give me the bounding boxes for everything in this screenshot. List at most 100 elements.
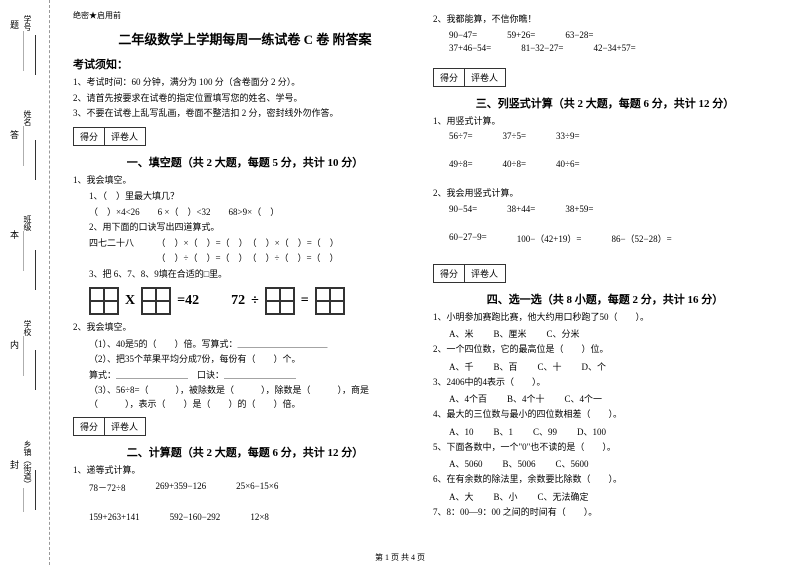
- binding-char: 内: [8, 340, 21, 349]
- choice-q1: 1、小明参加赛跑比赛，他大约用口秒跑了50（ ）。: [433, 311, 777, 325]
- score-cell: 得分: [74, 128, 105, 145]
- choice-q4: 4、最大的三位数与最小的四位数相差（ ）。: [433, 408, 777, 422]
- calc-expr: 12×8: [250, 512, 269, 522]
- sub-expr: （ ）÷（ ）=（ ） （ ）÷（ ）=（ ）: [89, 252, 417, 266]
- notice-item: 3、不要在试卷上乱写乱画，卷面不整洁扣 2 分，密封线外勿作答。: [73, 107, 417, 120]
- score-box: 得分 评卷人: [433, 264, 506, 283]
- calc-expr: 63−28=: [565, 30, 593, 40]
- options-row: A、大 B、小 C、无法确定: [449, 490, 777, 503]
- calc-expr: 269+359−126: [155, 481, 206, 494]
- sub-expr: 四七二十八 （ ）×（ ）=（ ） （ ）×（ ）=（ ）: [89, 237, 417, 251]
- options-row: A、米 B、厘米 C、分米: [449, 327, 777, 340]
- binding-line: [35, 35, 36, 75]
- secret-label: 绝密★启用前: [73, 10, 417, 21]
- binding-line: [35, 250, 36, 290]
- calc-expr: 60−27−9=: [449, 232, 487, 245]
- equals-op: =: [301, 293, 309, 309]
- option-c: C、5600: [556, 457, 589, 470]
- right-column: 2、我都能算，不信你瞧！ 90−47= 59+26= 63−28= 37+46−…: [425, 10, 785, 560]
- section-4-title: 四、选一选（共 8 小题，每题 2 分，共计 16 分）: [433, 291, 777, 307]
- reviewer-cell: 评卷人: [105, 128, 145, 145]
- option-b: B、小: [494, 490, 518, 503]
- sub-question: （2）、把35个苹果平均分成7份，每份有（ ）个。: [89, 353, 417, 367]
- sub-question: 1、（ ）里最大填几？: [89, 190, 417, 204]
- options-row: A、10 B、1 C、99 D、100: [449, 425, 777, 438]
- number-grid: [89, 287, 119, 315]
- option-a: A、千: [449, 360, 474, 373]
- vert-question-1: 1、用竖式计算。: [433, 115, 777, 129]
- sub-question: （3）、56÷8=（ ），被除数是（ ），除数是（ ），商是（ ），表示（ ）是…: [89, 384, 417, 411]
- section-2-title: 二、计算题（共 2 大题，每题 6 分，共计 12 分）: [73, 444, 417, 460]
- multiply-op: X: [125, 293, 135, 309]
- left-column: 绝密★启用前 二年级数学上学期每周一练试卷 C 卷 附答案 考试须知： 1、考试…: [65, 10, 425, 560]
- calc-expr: 37÷5=: [503, 131, 527, 141]
- box-expression: X =42 72 ÷ =: [89, 287, 417, 315]
- option-a: A、4个百: [449, 392, 487, 405]
- calc-expr: 56÷7=: [449, 131, 473, 141]
- option-a: A、大: [449, 490, 474, 503]
- calc-row: 56÷7= 37÷5= 33÷9=: [449, 131, 777, 141]
- exam-page: 学号＿＿＿＿＿ 题 姓名＿＿＿＿＿ 答 班级＿＿＿＿＿ 本 学校＿＿＿＿＿ 内 …: [0, 0, 800, 565]
- option-c: C、十: [538, 360, 562, 373]
- vert-question-2: 2、我会用竖式计算。: [433, 187, 777, 201]
- option-b: B、1: [494, 425, 514, 438]
- score-box: 得分 评卷人: [73, 417, 146, 436]
- page-footer: 第 1 页 共 4 页: [0, 552, 800, 563]
- choice-q6: 6、在有余数的除法里，余数要比除数（ ）。: [433, 473, 777, 487]
- question-1: 1、我会填空。: [73, 174, 417, 188]
- binding-line: [35, 350, 36, 390]
- calc-expr: 159+263+141: [89, 512, 140, 522]
- notice-title: 考试须知：: [73, 56, 417, 72]
- option-b: B、百: [494, 360, 518, 373]
- calc-row: 37+46−54= 81−32−27= 42−34+57=: [449, 43, 777, 53]
- sub-question: 算式：＿＿＿＿＿＿＿＿ 口诀：＿＿＿＿＿＿＿＿: [89, 369, 417, 383]
- options-row: A、5060 B、5006 C、5600: [449, 457, 777, 470]
- divide-op: ÷: [251, 293, 259, 309]
- calc-expr: 40÷8=: [503, 159, 527, 169]
- calc-expr: 40÷6=: [556, 159, 580, 169]
- number-grid: [265, 287, 295, 315]
- reviewer-cell: 评卷人: [465, 69, 505, 86]
- calc-expr: 59+26=: [507, 30, 535, 40]
- binding-field-name: 姓名＿＿＿＿＿: [22, 110, 33, 166]
- option-b: B、5006: [503, 457, 536, 470]
- number-grid: [141, 287, 171, 315]
- calc-expr: 90−54=: [449, 204, 477, 214]
- sub-question: 2、用下面的口诀写出四道算式。: [89, 221, 417, 235]
- choice-q7: 7、8：00—9：00 之间的时间有（ ）。: [433, 506, 777, 520]
- calc-expr: 38+59=: [565, 204, 593, 214]
- calc-expr: 592−160−292: [170, 512, 221, 522]
- calc-expr: 81−32−27=: [521, 43, 563, 53]
- score-box: 得分 评卷人: [73, 127, 146, 146]
- option-d: D、个: [582, 360, 607, 373]
- calc-expr: 78－72÷8: [89, 481, 125, 494]
- section-3-title: 三、列竖式计算（共 2 大题，每题 6 分，共计 12 分）: [433, 95, 777, 111]
- notice-item: 2、请首先按要求在试卷的指定位置填写您的姓名、学号。: [73, 92, 417, 105]
- option-d: D、100: [577, 425, 606, 438]
- binding-field-id: 学号＿＿＿＿＿: [22, 15, 33, 71]
- calc-row: 78－72÷8 269+359−126 25×6−15×6: [89, 481, 417, 494]
- sub-expr: （ ）×4<26 6 ×（ ）<32 68>9×（ ）: [89, 206, 417, 220]
- options-row: A、千 B、百 C、十 D、个: [449, 360, 777, 373]
- option-c: C、分米: [547, 327, 580, 340]
- score-box: 得分 评卷人: [433, 68, 506, 87]
- binding-field-school: 学校＿＿＿＿＿: [22, 320, 33, 376]
- binding-char: 本: [8, 230, 21, 239]
- binding-line: [35, 470, 36, 510]
- calc-row: 159+263+141 592−160−292 12×8: [89, 512, 417, 522]
- option-c: C、4个一: [565, 392, 603, 405]
- section-1-title: 一、填空题（共 2 大题，每题 5 分，共计 10 分）: [73, 154, 417, 170]
- calc-expr: 100−（42+19）=: [517, 232, 582, 245]
- calc-question-2: 2、我都能算，不信你瞧！: [433, 13, 777, 27]
- calc-row: 49÷8= 40÷8= 40÷6=: [449, 159, 777, 169]
- calc-expr: 33÷9=: [556, 131, 580, 141]
- calc-row: 90−47= 59+26= 63−28=: [449, 30, 777, 40]
- calc-expr: 42−34+57=: [593, 43, 635, 53]
- calc-row: 60−27−9= 100−（42+19）= 86−（52−28）=: [449, 232, 777, 245]
- binding-field-town: 乡镇（街道）＿＿＿: [22, 440, 33, 512]
- binding-char: 封: [8, 460, 21, 469]
- choice-q2: 2、一个四位数，它的最高位是（ ）位。: [433, 343, 777, 357]
- binding-char: 答: [8, 130, 21, 139]
- option-b: B、4个十: [507, 392, 545, 405]
- binding-line: [35, 140, 36, 180]
